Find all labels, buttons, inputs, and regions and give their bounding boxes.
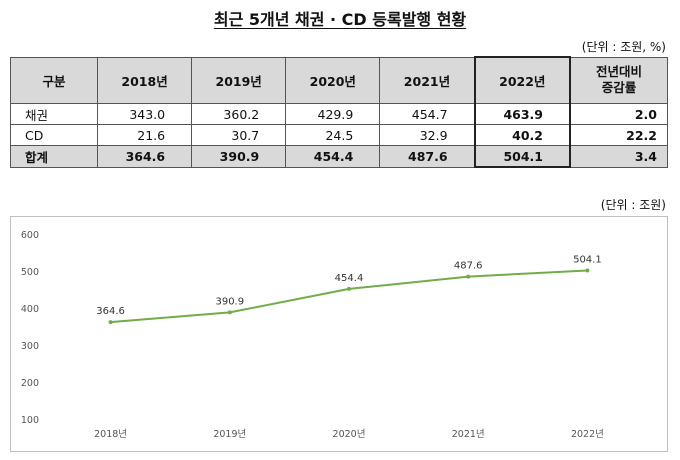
y-tick-label: 500	[21, 267, 39, 278]
header-change-line2: 증감률	[601, 80, 637, 96]
x-tick-label: 2022년	[571, 429, 604, 440]
page-title: 최근 5개년 채권 · CD 등록발행 현황	[213, 10, 467, 29]
table-cell: 30.7	[191, 124, 287, 146]
x-tick-label: 2019년	[213, 429, 246, 440]
x-tick-label: 2021년	[452, 429, 485, 440]
header-2022: 2022년	[473, 56, 572, 104]
y-tick-label: 200	[21, 378, 39, 389]
row-label: 합계	[10, 145, 98, 168]
table-cell: 21.6	[96, 124, 193, 146]
issuance-table: 구분 2018년 2019년 2020년 2021년 2022년 전년대비 증감…	[10, 56, 668, 168]
change-cell: 2.0	[569, 103, 668, 125]
data-point	[108, 320, 113, 325]
data-point	[466, 274, 471, 279]
table-row: 채권 343.0 360.2 429.9 454.7 463.9 2.0	[10, 103, 668, 125]
y-tick-label: 300	[21, 341, 39, 352]
table-cell: 343.0	[96, 103, 193, 125]
table-cell: 463.9	[473, 103, 572, 125]
table-cell: 360.2	[191, 103, 287, 125]
header-2019: 2019년	[191, 56, 287, 104]
data-point	[227, 310, 232, 315]
line-chart: 100 200 300 400 500 600 2018년 2019년 2020년 2021년 20…	[21, 230, 604, 440]
x-tick-label: 2018년	[94, 429, 127, 440]
data-label: 454.4	[335, 273, 364, 284]
header-2020: 2020년	[285, 56, 381, 104]
header-2018: 2018년	[96, 56, 193, 104]
table-cell: 40.2	[473, 124, 572, 146]
data-label: 504.1	[573, 254, 602, 265]
row-label: 채권	[10, 103, 98, 125]
table-row: CD 21.6 30.7 24.5 32.9 40.2 22.2	[10, 124, 668, 146]
table-cell: 429.9	[285, 103, 381, 125]
table-cell: 454.4	[285, 145, 381, 168]
table-cell: 24.5	[285, 124, 381, 146]
table-cell: 487.6	[379, 145, 476, 168]
table-cell: 390.9	[191, 145, 287, 168]
header-change-line1: 전년대비	[595, 64, 642, 80]
x-tick-label: 2020년	[333, 429, 366, 440]
change-cell: 3.4	[569, 145, 668, 168]
table-cell: 32.9	[379, 124, 476, 146]
y-tick-label: 400	[21, 304, 39, 315]
data-point	[347, 286, 351, 291]
header-category: 구분	[10, 56, 98, 104]
data-label: 390.9	[215, 296, 244, 307]
table-cell: 364.6	[96, 145, 193, 168]
row-label: CD	[10, 124, 98, 146]
chart-frame: 100 200 300 400 500 600 2018년 2019년 2020년 2021년 20…	[10, 216, 668, 452]
table-total-row: 합계 364.6 390.9 454.4 487.6 504.1 3.4	[10, 145, 668, 168]
chart-unit: (단위 : 조원)	[600, 198, 666, 212]
table-cell: 504.1	[473, 145, 572, 168]
change-cell: 22.2	[569, 124, 668, 146]
header-2021: 2021년	[379, 56, 476, 104]
header-change: 전년대비 증감률	[569, 56, 668, 104]
data-point	[585, 268, 590, 273]
table-unit: (단위 : 조원, %)	[581, 40, 666, 54]
table-header-row: 구분 2018년 2019년 2020년 2021년 2022년 전년대비 증감…	[10, 56, 668, 104]
y-tick-label: 600	[21, 230, 39, 241]
y-tick-label: 100	[21, 415, 39, 426]
data-label: 487.6	[454, 261, 483, 272]
table-cell: 454.7	[379, 103, 476, 125]
data-label: 364.6	[96, 306, 125, 317]
